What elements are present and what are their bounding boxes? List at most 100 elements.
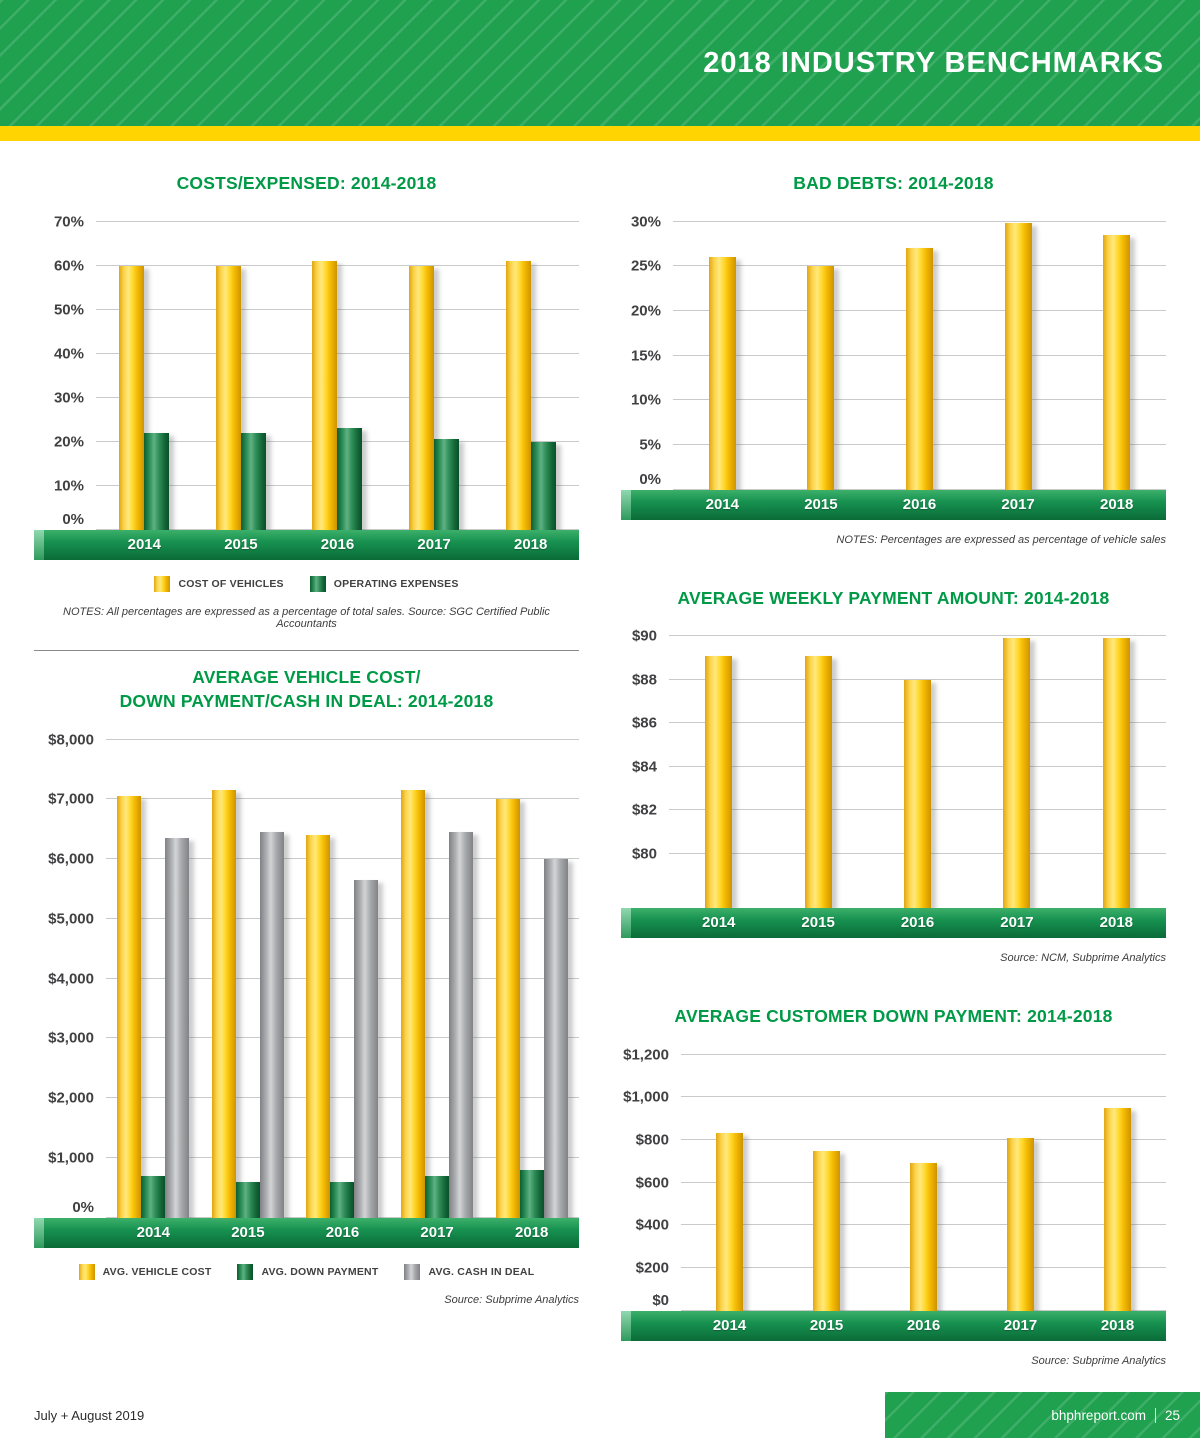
x-axis-label: 2014 <box>702 914 736 931</box>
y-tick-label: 20% <box>53 433 84 450</box>
y-tick-label: $88 <box>631 671 657 689</box>
chart-bad-debts: BAD DEBTS: 2014-2018 30% 25% 20% 15% 10% 5% 0%… <box>621 171 1166 546</box>
avg-vehicle-cost-bar <box>211 790 236 1218</box>
gridline <box>681 1138 1166 1140</box>
footer-page-number: 25 <box>1164 1407 1180 1423</box>
header-banner: 2018 INDUSTRY BENCHMARKS <box>0 0 1200 126</box>
plot-row: 70% 60% 50% 40% 30% 20% 10% 0% <box>34 213 579 530</box>
avg-weekly-payment-bar <box>804 655 832 908</box>
plot-area <box>669 635 1166 908</box>
avg-cash-in-deal-bar <box>259 832 284 1218</box>
bad-debts-bar <box>905 248 933 490</box>
gridline <box>96 352 579 354</box>
bar-group-2015 <box>772 222 871 490</box>
footer-box: bhphreport.com 25 <box>885 1392 1200 1438</box>
avg-cash-in-deal-bar <box>449 832 474 1218</box>
y-tick-label: $400 <box>635 1216 669 1234</box>
bar-group-2018 <box>482 222 579 530</box>
bar-group-2017 <box>967 636 1066 908</box>
x-axis-label: 2017 <box>1001 495 1035 513</box>
legend-item: COST OF VEHICLES <box>154 575 284 592</box>
y-tick-label: $80 <box>631 845 657 863</box>
y-tick-label: 40% <box>53 345 84 362</box>
chart-customer-down-payment: AVERAGE CUSTOMER DOWN PAYMENT: 2014-2018… <box>621 1004 1166 1367</box>
avg-down-payment-bar <box>141 1175 166 1218</box>
bar-group-2016 <box>868 636 967 908</box>
y-tick-label: $3,000 <box>48 1029 94 1047</box>
y-tick-label: $8,000 <box>48 731 94 748</box>
x-axis-label: 2014 <box>705 495 739 513</box>
chart-source: Source: NCM, Subprime Analytics <box>1000 952 1166 964</box>
y-tick-label: 0% <box>72 1198 94 1216</box>
x-axis-labels: 2014 2015 2016 2017 2018 <box>96 530 579 560</box>
y-tick-label: $2,000 <box>48 1089 94 1107</box>
bar-group-2018 <box>484 740 579 1218</box>
x-axis-labels: 2014 2015 2016 2017 2018 <box>681 1311 1166 1341</box>
cost-of-vehicles-bar <box>505 261 531 530</box>
x-axis-label: 2014 <box>136 1223 170 1241</box>
gridline <box>96 264 579 266</box>
footer-date: July + August 2019 <box>34 1408 145 1423</box>
y-tick-label: 30% <box>53 389 84 406</box>
avg-weekly-payment-bar <box>1102 638 1130 908</box>
y-axis: 30% 25% 20% 15% 10% 5% 0% <box>621 213 673 490</box>
y-tick-label: $1,000 <box>48 1149 94 1167</box>
gridline <box>106 977 579 979</box>
bad-debts-bar <box>807 266 835 490</box>
y-tick-label: $7,000 <box>48 790 94 808</box>
avg-vehicle-cost-bar <box>495 799 520 1218</box>
y-axis: $90 $88 $86 $84 $82 $80 <box>621 628 669 908</box>
bar-group-2017 <box>386 222 483 530</box>
bad-debts-bar <box>1103 234 1131 490</box>
y-tick-label: $1,000 <box>623 1088 669 1106</box>
bar-group-2014 <box>96 222 193 530</box>
bar-group-2015 <box>193 222 290 530</box>
y-tick-label: 20% <box>630 302 661 320</box>
bar-group-2016 <box>289 222 386 530</box>
x-axis-band: 2014 2015 2016 2017 2018 <box>621 489 1166 520</box>
avg-down-payment-bar <box>425 1175 450 1218</box>
cost-of-vehicles-bar <box>119 265 145 530</box>
cost-of-vehicles-bar <box>312 261 338 530</box>
bar-group-2015 <box>778 1055 875 1311</box>
chart-source: Source: Subprime Analytics <box>444 1293 579 1306</box>
yellow-swatch-icon <box>78 1263 95 1280</box>
bar-group-2018 <box>1067 636 1166 908</box>
x-axis-label: 2016 <box>325 1223 360 1241</box>
x-axis-band: 2014 2015 2016 2017 2018 <box>34 529 579 560</box>
avg-cash-in-deal-bar <box>165 838 190 1218</box>
x-axis-label: 2016 <box>900 914 935 931</box>
bar-group-2016 <box>295 740 390 1218</box>
cost-of-vehicles-bar <box>215 265 241 530</box>
y-tick-label: 50% <box>53 301 84 318</box>
gridline <box>669 678 1166 680</box>
x-axis-label: 2018 <box>1099 914 1134 931</box>
bar-group-2014 <box>106 740 201 1218</box>
avg-weekly-payment-bar <box>705 655 733 908</box>
y-tick-label: 10% <box>630 391 661 409</box>
bar-group-2014 <box>673 222 772 490</box>
bar-group-2018 <box>1067 222 1166 490</box>
x-axis-label: 2018 <box>1100 1316 1135 1334</box>
bar-group-2016 <box>875 1055 972 1311</box>
x-axis-label: 2015 <box>804 495 838 513</box>
legend-label: AVG. CASH IN DEAL <box>428 1265 535 1278</box>
chart-vehicle-cost-down-payment: AVERAGE VEHICLE COST/ DOWN PAYMENT/CASH … <box>34 665 579 1306</box>
plot-area <box>106 738 579 1218</box>
x-axis-band: 2014 2015 2016 2017 2018 <box>621 908 1166 938</box>
operating-expenses-bar <box>240 432 266 530</box>
bar-groups <box>673 222 1166 490</box>
y-tick-label: $84 <box>631 758 657 776</box>
avg-down-payment-bar <box>330 1181 355 1218</box>
chart-title: BAD DEBTS: 2014-2018 <box>793 173 994 193</box>
avg-customer-down-payment-bar <box>910 1163 937 1311</box>
avg-cash-in-deal-bar <box>354 879 379 1218</box>
plot-area <box>673 220 1166 490</box>
gridline <box>106 738 579 740</box>
plot-area <box>96 220 579 530</box>
y-tick-label: $4,000 <box>48 970 94 987</box>
page-title: 2018 INDUSTRY BENCHMARKS <box>703 46 1164 79</box>
bar-group-2014 <box>681 1055 778 1311</box>
avg-down-payment-bar <box>235 1181 260 1218</box>
chart-title: COSTS/EXPENSED: 2014-2018 <box>176 173 437 193</box>
